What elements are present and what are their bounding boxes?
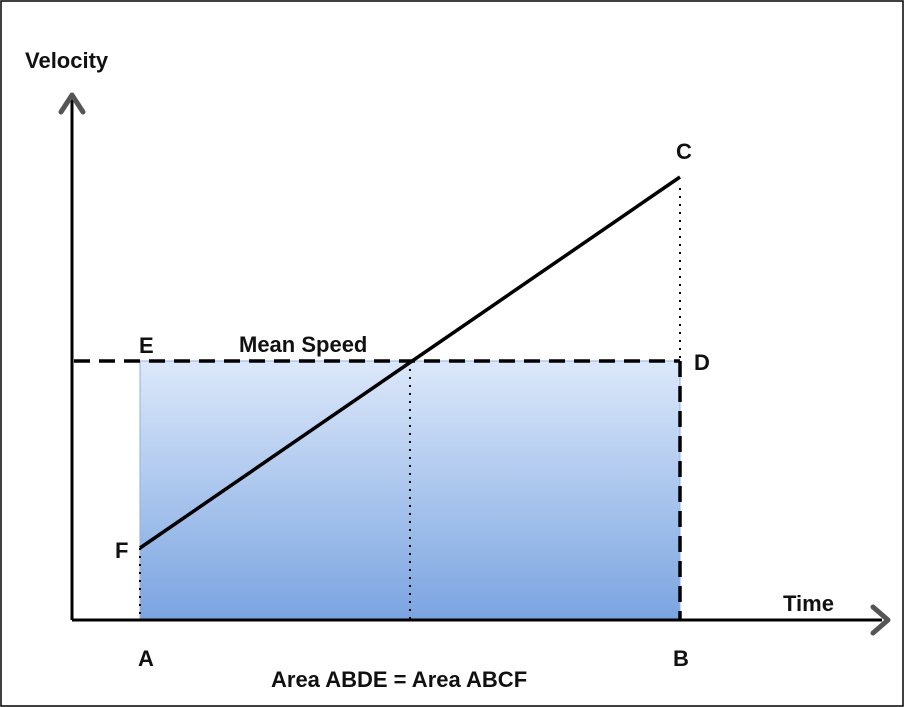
y-axis-arrow-icon	[58, 92, 86, 115]
point-label-f: F	[115, 538, 128, 563]
point-label-d: D	[694, 350, 710, 375]
x-axis-arrow-icon	[870, 604, 891, 636]
point-label-b: B	[673, 646, 689, 671]
point-label-a: A	[138, 646, 154, 671]
velocity-line-f-c	[139, 175, 681, 550]
point-label-c: C	[676, 139, 692, 164]
point-label-e: E	[139, 333, 154, 358]
y-axis-label: Velocity	[25, 48, 109, 73]
area-equation-label: Area ABDE = Area ABCF	[271, 667, 527, 692]
mean-speed-label: Mean Speed	[239, 332, 367, 357]
x-axis-label: Time	[783, 591, 834, 616]
